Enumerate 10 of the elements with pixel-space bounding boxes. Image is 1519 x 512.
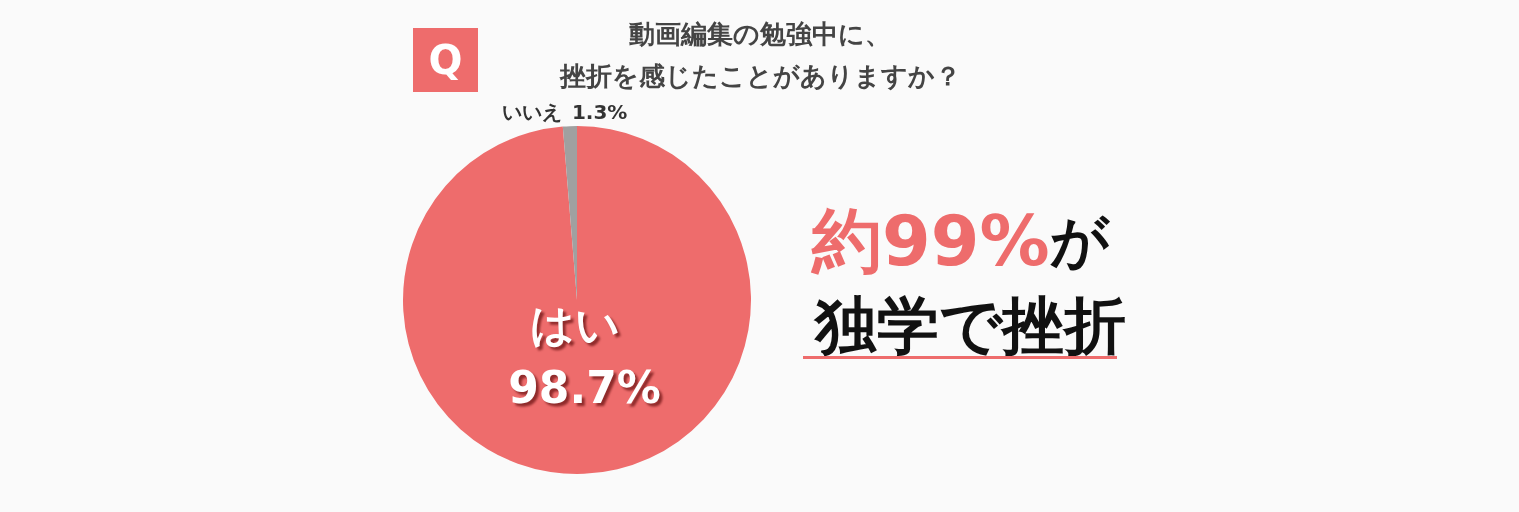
data-label: 98.7%: [508, 362, 661, 413]
text: 約99%: [812, 199, 1050, 284]
text: Q: [413, 28, 478, 92]
chart-subtitle: 挫折を感じたことがありますか？: [558, 60, 962, 93]
chart-title: 動画編集の勉強中に、: [628, 18, 892, 51]
text: 独学で挫折: [815, 288, 1126, 364]
data-label: 1.3%: [571, 100, 628, 125]
slice-label: いいえ: [501, 100, 562, 125]
text: が: [1050, 206, 1109, 277]
slice-label: はい: [529, 299, 620, 350]
